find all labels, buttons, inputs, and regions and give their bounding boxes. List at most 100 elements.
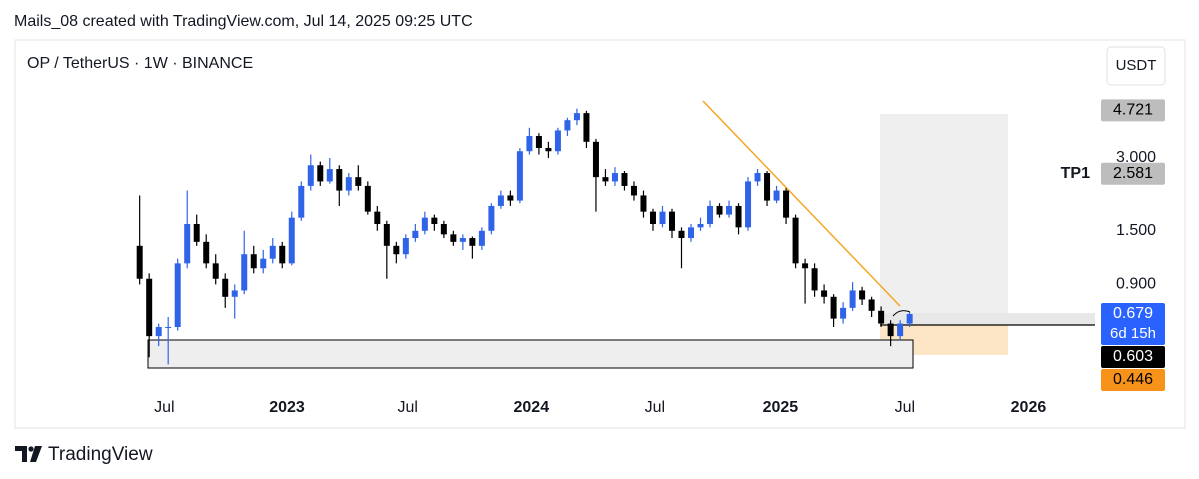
candle-body <box>269 245 276 259</box>
y-tick-label: 3.000 <box>1116 149 1156 166</box>
candle-body <box>203 241 210 264</box>
candle-body <box>726 205 733 215</box>
candle-body <box>212 263 219 279</box>
candle-body <box>554 130 561 152</box>
candle-body <box>859 290 866 300</box>
candle-body <box>821 290 828 297</box>
arrow <box>892 310 911 317</box>
candle-body <box>345 177 352 191</box>
plot-area <box>136 100 1095 369</box>
profit-zone <box>880 313 1095 325</box>
price-label-box <box>1101 99 1165 122</box>
candle-body <box>906 314 913 324</box>
candle-body <box>849 290 856 308</box>
chart-title: OP / TetherUS · 1W · BINANCE <box>27 55 253 72</box>
brand: TradingView <box>48 444 153 465</box>
candle-body <box>783 190 790 218</box>
support-box <box>147 339 914 369</box>
candle-body <box>630 185 637 196</box>
candle-body <box>231 290 238 297</box>
x-tick-label: 2024 <box>514 399 550 416</box>
price-label: 0.679 <box>1113 305 1153 322</box>
candle-body <box>811 268 818 291</box>
price-label-box <box>1101 346 1165 369</box>
candle-body <box>478 230 485 246</box>
candle-body <box>535 135 542 148</box>
candle-body <box>716 205 723 215</box>
candle-body <box>383 224 390 246</box>
candle-body <box>241 254 248 291</box>
candle-body <box>745 181 752 228</box>
trend-line <box>702 100 901 307</box>
candle-body <box>174 263 181 328</box>
candle-body <box>802 263 809 269</box>
candle-body <box>792 217 799 264</box>
candle-body <box>573 113 580 121</box>
candle-body <box>868 299 875 311</box>
candle-body <box>897 323 904 337</box>
price-label-box <box>1101 303 1165 346</box>
candle-body <box>649 211 656 225</box>
candle-body <box>250 254 257 269</box>
price-label: 0.446 <box>1113 371 1153 388</box>
candle-body <box>602 177 609 182</box>
candle-body <box>640 195 647 212</box>
candle-body <box>459 238 466 242</box>
candle-body <box>659 211 666 225</box>
x-tick-label: Jul <box>154 399 174 416</box>
candle-body <box>184 224 191 264</box>
currency[interactable]: USDT <box>1116 57 1157 74</box>
candle-body <box>773 190 780 201</box>
candle-body <box>764 173 771 201</box>
candle-body <box>583 113 590 142</box>
candle-body <box>440 224 447 235</box>
candle-body <box>412 230 419 239</box>
price-label-name: TP1 <box>1061 165 1090 182</box>
candle-body <box>298 185 305 218</box>
candle-body <box>288 217 295 264</box>
x-tick-label: 2023 <box>269 399 305 416</box>
candle-body <box>336 169 343 191</box>
x-tick-label: Jul <box>645 399 665 416</box>
candle-body <box>146 278 153 337</box>
candle-body <box>469 238 476 246</box>
chart-frame <box>14 39 1186 429</box>
y-tick-label: 0.900 <box>1116 276 1156 293</box>
candle-body <box>526 135 533 152</box>
price-label-box <box>1101 162 1165 185</box>
x-tick-label: 2026 <box>1011 399 1047 416</box>
candle-body <box>621 173 628 186</box>
candle-body <box>193 224 200 242</box>
y-tick-label: 1.500 <box>1116 222 1156 239</box>
candle-body <box>545 147 552 152</box>
candle-body <box>754 173 761 182</box>
x-tick-label: Jul <box>398 399 418 416</box>
candle-body <box>592 141 599 178</box>
candle-body <box>364 185 371 212</box>
candle-body <box>136 245 143 279</box>
candle-body <box>564 120 571 131</box>
candle-body <box>402 238 409 255</box>
candle-body <box>678 230 685 239</box>
candle-body <box>421 217 428 231</box>
candle-body <box>707 205 714 225</box>
candle-body <box>735 205 742 228</box>
candle-body <box>516 151 523 201</box>
candle-body <box>355 177 362 186</box>
candle-body <box>450 234 457 242</box>
candle-body <box>155 327 162 337</box>
x-tick-label: 2025 <box>763 399 799 416</box>
candle-body <box>507 195 514 201</box>
brand-logo <box>15 446 42 462</box>
price-label: 4.721 <box>1113 102 1153 119</box>
candle-body <box>374 211 381 225</box>
candle-body <box>840 307 847 319</box>
target-zone <box>880 114 1008 325</box>
candle-body <box>326 169 333 182</box>
candle-body <box>307 165 314 186</box>
currency-button[interactable] <box>1106 46 1166 86</box>
candle-body <box>488 205 495 231</box>
price-label-countdown: 6d 15h <box>1110 325 1156 342</box>
price-label-box <box>1101 369 1165 392</box>
